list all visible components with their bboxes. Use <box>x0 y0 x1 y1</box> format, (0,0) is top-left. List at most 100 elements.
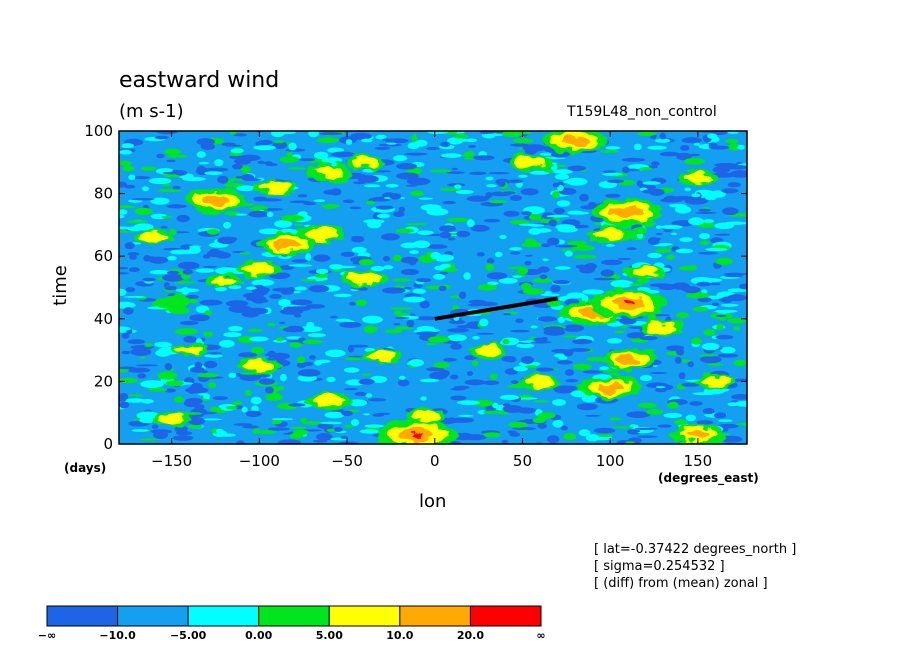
field-speckle <box>361 138 373 143</box>
field-speckle <box>653 244 668 247</box>
field-speckle <box>350 132 372 140</box>
field-speckle <box>512 275 523 278</box>
field-speckle <box>679 237 693 243</box>
field-speckle <box>655 248 672 253</box>
field-speckle <box>395 326 414 330</box>
field-speckle <box>307 333 326 338</box>
field-speckle <box>140 380 164 389</box>
field-speckle <box>288 403 306 407</box>
field-speckle <box>128 394 144 397</box>
field-speckle <box>412 288 426 294</box>
wind-feature <box>210 275 239 287</box>
field-speckle <box>571 244 595 251</box>
field-speckle <box>511 380 519 384</box>
field-speckle <box>546 237 560 246</box>
field-speckle <box>675 248 694 254</box>
field-speckle <box>427 336 450 343</box>
field-speckle <box>599 366 609 371</box>
field-speckle <box>542 258 549 262</box>
field-speckle <box>546 214 570 218</box>
field-speckle <box>241 406 248 413</box>
field-speckle <box>377 412 391 415</box>
field-speckle <box>239 374 261 381</box>
field-speckle <box>517 174 528 178</box>
field-speckle <box>258 378 276 385</box>
field-speckle <box>642 181 661 185</box>
wind-feature <box>615 354 640 365</box>
field-speckle <box>221 236 238 242</box>
field-speckle <box>290 299 313 306</box>
field-speckle <box>455 189 474 195</box>
field-speckle <box>204 310 213 316</box>
field-speckle <box>154 341 172 348</box>
field-speckle <box>242 425 259 429</box>
field-speckle <box>512 427 537 431</box>
wind-feature <box>593 227 628 241</box>
field-speckle <box>264 353 287 357</box>
field-speckle <box>378 376 387 382</box>
field-speckle <box>573 363 592 371</box>
field-speckle <box>351 236 365 243</box>
field-speckle <box>499 394 520 400</box>
field-speckle <box>166 270 180 275</box>
field-speckle <box>521 282 532 290</box>
field-speckle <box>558 355 568 360</box>
field-speckle <box>236 185 256 192</box>
field-speckle <box>277 385 285 391</box>
field-speckle <box>466 195 490 202</box>
field-speckle <box>705 197 717 201</box>
field-speckle <box>529 170 550 175</box>
field-speckle <box>389 193 402 200</box>
field-speckle <box>663 413 683 418</box>
field-speckle <box>533 277 552 283</box>
field-speckle <box>509 247 523 251</box>
field-speckle <box>316 268 329 275</box>
field-speckle <box>208 382 217 389</box>
field-speckle <box>332 180 349 183</box>
field-speckle <box>731 294 743 298</box>
field-speckle <box>251 280 266 286</box>
field-speckle <box>230 148 244 154</box>
field-speckle <box>385 142 397 145</box>
field-speckle <box>492 402 499 409</box>
field-speckle <box>510 329 530 333</box>
field-speckle <box>309 355 316 360</box>
field-speckle <box>438 285 447 292</box>
field-speckle <box>555 244 578 248</box>
field-speckle <box>617 258 632 260</box>
field-speckle <box>610 279 634 288</box>
field-speckle <box>258 139 273 145</box>
field-speckle <box>490 373 498 380</box>
field-speckle <box>532 417 546 424</box>
field-speckle <box>233 423 253 426</box>
colorbar-swatch <box>187 605 260 627</box>
field-speckle <box>430 251 442 260</box>
field-speckle <box>297 356 306 364</box>
field-speckle <box>308 131 319 138</box>
field-speckle <box>288 264 313 267</box>
field-speckle <box>174 328 198 335</box>
field-speckle <box>434 265 446 271</box>
field-speckle <box>446 171 465 175</box>
field-speckle <box>702 408 715 415</box>
field-speckle <box>605 244 615 247</box>
wind-feature <box>368 351 396 362</box>
field-speckle <box>280 214 305 222</box>
field-speckle <box>363 184 381 188</box>
field-speckle <box>285 340 306 343</box>
field-speckle <box>698 208 711 212</box>
field-speckle <box>355 299 368 306</box>
field-speckle <box>188 417 206 426</box>
field-speckle <box>325 349 346 358</box>
field-speckle <box>552 182 560 188</box>
field-speckle <box>313 151 329 160</box>
field-speckle <box>134 207 153 216</box>
field-speckle <box>720 346 736 354</box>
field-speckle <box>189 314 210 322</box>
field-speckle <box>333 265 357 269</box>
field-speckle <box>554 266 571 270</box>
field-speckle <box>537 412 556 419</box>
field-speckle <box>541 336 548 342</box>
field-speckle <box>466 150 475 157</box>
field-speckle <box>655 387 667 393</box>
